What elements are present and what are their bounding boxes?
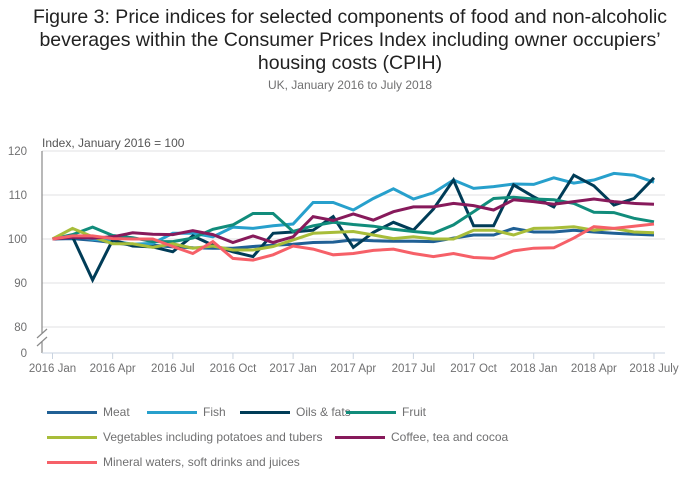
- x-tick-label: 2018 July: [629, 363, 678, 375]
- x-tick-label: 2017 Apr: [330, 363, 376, 375]
- x-tick-label: 2017 Jan: [269, 363, 316, 375]
- series-line-vegetables-including-potatoes-and-tubers: [51, 225, 655, 252]
- x-tick-label: 2016 Oct: [210, 363, 257, 375]
- series-line-meat: [52, 226, 655, 250]
- legend-swatch-icon: [47, 460, 97, 464]
- legend-label: Fruit: [402, 405, 426, 419]
- x-tick-label: 2018 Jan: [510, 363, 557, 375]
- x-axis: 2016 Jan 2016 Apr 2016 Jul 2016 Oct 2017 Jan…: [29, 352, 679, 375]
- y-tick-label: 80: [14, 322, 27, 334]
- chart-title: Figure 3: Price indices for selected com…: [0, 6, 700, 75]
- legend-item[interactable]: Coffee, tea and cocoa: [335, 430, 508, 444]
- y-tick-label: 100: [8, 234, 27, 246]
- legend-item[interactable]: Mineral waters, soft drinks and juices: [47, 455, 300, 469]
- x-tick-label: 2016 Jan: [29, 363, 76, 375]
- y-axis: [36, 151, 48, 353]
- series-lines: [51, 171, 656, 284]
- legend-label: Coffee, tea and cocoa: [391, 430, 509, 444]
- y-tick-label: 0: [21, 348, 27, 360]
- y-tick-label: 110: [9, 190, 27, 202]
- series-line-fruit: [52, 195, 655, 244]
- legend-label: Fish: [203, 405, 226, 419]
- chart-title-line-3: housing costs (CPIH): [257, 52, 443, 74]
- legend-item[interactable]: Meat: [47, 405, 130, 419]
- legend-item[interactable]: Fish: [147, 405, 226, 419]
- y-axis-title: Index, January 2016 = 100: [42, 136, 185, 150]
- legend-swatch-icon: [346, 410, 396, 414]
- x-tick-label: 2017 Oct: [450, 363, 497, 375]
- x-tick-label: 2017 Jul: [392, 363, 435, 375]
- x-tick-label: 2016 Apr: [90, 363, 136, 375]
- legend-swatch-icon: [335, 435, 385, 439]
- series-line-fish: [52, 171, 655, 246]
- y-tick-label: 120: [8, 146, 27, 158]
- series-line-coffee-tea-and-cocoa: [52, 197, 655, 245]
- legend-swatch-icon: [47, 410, 97, 414]
- legend-label: Vegetables including potatoes and tubers: [103, 430, 323, 444]
- legend-label: Mineral waters, soft drinks and juices: [103, 455, 300, 469]
- y-tick-labels: 0 80 90 100 110 120: [8, 146, 27, 360]
- x-tick-label: 2018 Apr: [571, 363, 617, 375]
- legend-swatch-icon: [240, 410, 290, 414]
- legend-item[interactable]: Oils & fats: [240, 405, 351, 419]
- chart-title-line-1: Figure 3: Price indices for selected com…: [32, 6, 668, 28]
- legend-item[interactable]: Vegetables including potatoes and tubers: [47, 430, 323, 444]
- legend-label: Oils & fats: [296, 405, 351, 419]
- chart-subtitle: UK, January 2016 to July 2018: [267, 78, 433, 92]
- legend-swatch-icon: [47, 435, 97, 439]
- chart-title-line-2: beverages within the Consumer Prices Ind…: [39, 29, 661, 51]
- x-tick-label: 2016 Jul: [151, 363, 194, 375]
- legend-swatch-icon: [147, 410, 197, 414]
- series-line-mineral-waters-soft-drinks-and-juices: [52, 222, 655, 262]
- legend-label: Meat: [103, 405, 130, 419]
- legend-item[interactable]: Fruit: [346, 405, 426, 419]
- y-tick-label: 90: [14, 278, 27, 290]
